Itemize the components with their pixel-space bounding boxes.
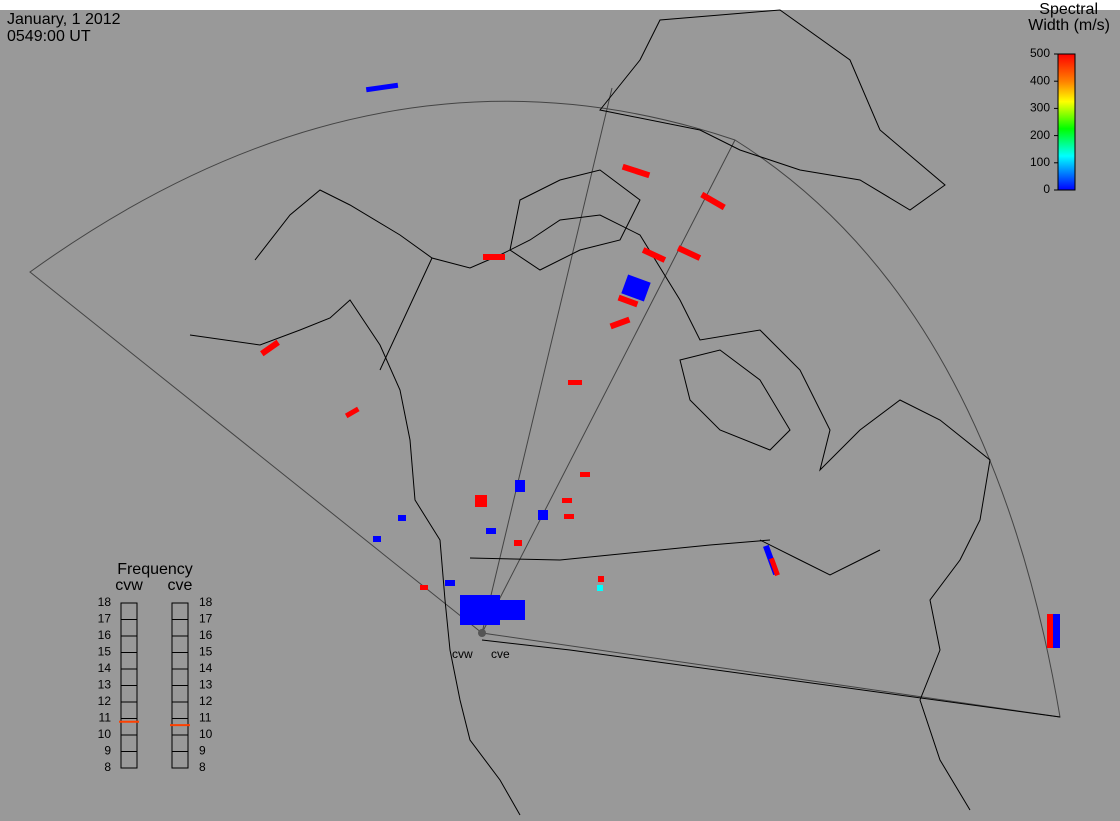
frequency-tick-label: 18 xyxy=(98,595,112,609)
radar-name: cve xyxy=(168,577,193,594)
frequency-tick-label: 14 xyxy=(199,661,213,675)
frequency-tick-label: 15 xyxy=(98,645,112,659)
borders xyxy=(379,257,1061,718)
station-label: cve xyxy=(491,647,510,661)
frequency-tick-label: 16 xyxy=(98,628,112,642)
frequency-tick-label: 10 xyxy=(199,727,213,741)
station-label: cvw xyxy=(452,647,473,661)
frequency-tick-label: 12 xyxy=(199,694,213,708)
frequency-tick-label: 15 xyxy=(199,645,213,659)
colorbar-tick-label: 500 xyxy=(1030,46,1050,60)
islands xyxy=(509,169,641,271)
frequency-tick-label: 13 xyxy=(98,678,112,692)
colorbar xyxy=(1057,53,1076,191)
frequency-tick-label: 13 xyxy=(199,678,213,692)
frequency-panel: cvw cve 8 8 9 9 10 10 11 11 12 12 13 13 14 14 15 15 16 16 17… xyxy=(98,577,213,774)
frequency-tick-label: 14 xyxy=(98,661,112,675)
great-lakes xyxy=(759,539,881,576)
frequency-tick-label: 11 xyxy=(199,711,212,725)
colorbar-ticks: 0 100 200 300 400 500 xyxy=(1030,46,1058,196)
frequency-tick-label: 9 xyxy=(199,744,206,758)
coastline xyxy=(254,189,991,811)
colorbar-tick-label: 300 xyxy=(1030,101,1050,115)
colorbar-title: Spectral xyxy=(1039,1,1098,18)
frequency-tick-label: 10 xyxy=(98,727,112,741)
colorbar-title: Width (m/s) xyxy=(1028,17,1110,34)
frequency-tick-label: 9 xyxy=(104,744,111,758)
echoes xyxy=(260,82,1060,648)
greenland xyxy=(599,9,946,211)
hudson-bay xyxy=(679,349,791,451)
frequency-tick-label: 17 xyxy=(98,612,112,626)
coastline xyxy=(189,299,521,816)
time: 0549:00 UT xyxy=(7,28,91,45)
frequency-tick-label: 12 xyxy=(98,694,112,708)
background xyxy=(0,10,1120,821)
frequency-tick-label: 16 xyxy=(199,628,213,642)
frequency-tick-label: 11 xyxy=(99,711,112,725)
colorbar-tick-label: 100 xyxy=(1030,155,1050,169)
colorbar-tick-label: 400 xyxy=(1030,73,1050,87)
frequency-title: Frequency xyxy=(117,561,193,578)
date: January, 1 2012 xyxy=(7,11,121,28)
frequency-tick-label: 18 xyxy=(199,595,213,609)
radar-name: cvw xyxy=(115,577,143,594)
beam-lines xyxy=(481,87,736,634)
radar-site xyxy=(478,629,486,637)
frequency-tick-label: 17 xyxy=(199,612,213,626)
colorbar-tick-label: 200 xyxy=(1030,128,1050,142)
frequency-tick-label: 8 xyxy=(104,760,111,774)
frequency-tick-label: 8 xyxy=(199,760,206,774)
colorbar-tick-label: 0 xyxy=(1043,182,1050,196)
